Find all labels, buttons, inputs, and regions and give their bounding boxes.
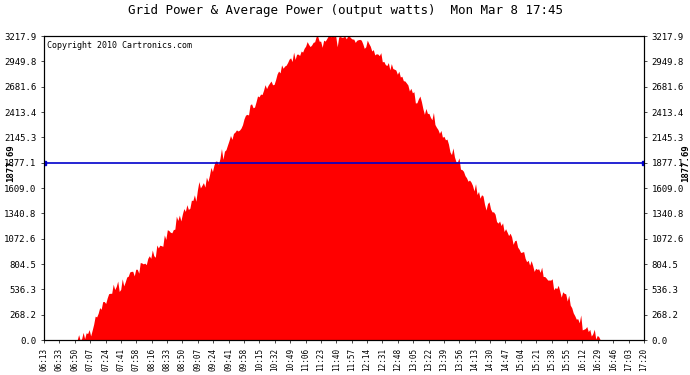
Text: Copyright 2010 Cartronics.com: Copyright 2010 Cartronics.com [47, 40, 192, 50]
Text: 1877.69: 1877.69 [682, 144, 690, 182]
Text: 1877.69: 1877.69 [7, 144, 16, 182]
Text: Grid Power & Average Power (output watts)  Mon Mar 8 17:45: Grid Power & Average Power (output watts… [128, 4, 562, 17]
